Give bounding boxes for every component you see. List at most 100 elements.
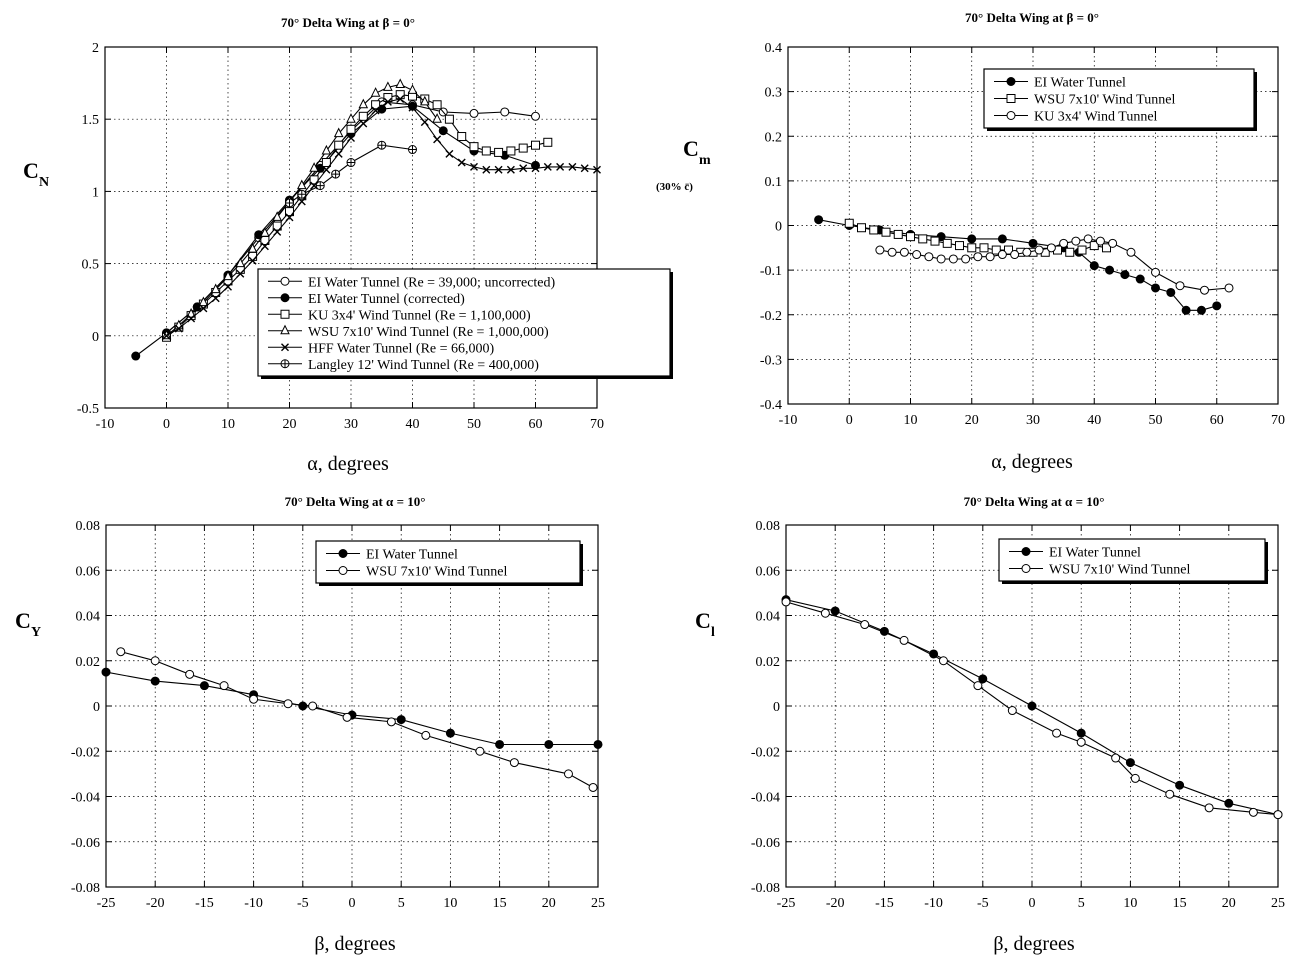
- data-point-ei-water-tunnel: [1151, 283, 1160, 293]
- data-point-hff-water-tunnel-re-66-000: [224, 282, 232, 291]
- y-tick-label: -0.4: [760, 398, 782, 413]
- series-line-wsu-7x10-wind-tunnel: [120, 651, 594, 788]
- panel-normal-force: 70° Delta Wing at β = 0° C N α, degrees …: [23, 15, 673, 475]
- data-point-ei-water-tunnel: [1135, 274, 1145, 284]
- plot-area: -10 0 10 20 30 40 50 60 70 -0.4 -0.3 -0.2 -0.1 0 0.1 0.…: [760, 41, 1285, 428]
- legend: EI Water Tunnel WSU 7x10' Wind Tunnel KU 3…: [983, 68, 1257, 131]
- y-axis-label: C: [683, 136, 699, 161]
- data-point-wsu-7x10-wind-tunnel-re-1-000-000: [346, 113, 356, 123]
- data-point-ei-water-tunnel: [830, 606, 840, 616]
- data-point-wsu-7x10-wind-tunnel-re-1-000-000: [383, 81, 393, 91]
- y-tick-label: 0.3: [765, 86, 783, 101]
- data-point-ei-water-tunnel-re-39-000-uncorrected: [469, 108, 479, 118]
- data-point-ku-3x4-wind-tunnel: [961, 254, 971, 264]
- y-tick-label: 1.5: [82, 113, 100, 128]
- data-point-wsu-7x10-wind-tunnel: [869, 225, 879, 235]
- legend: EI Water Tunnel WSU 7x10' Wind Tunnel: [998, 538, 1268, 584]
- x-tick-label: 0: [163, 417, 170, 432]
- y-tick-label: 0.4: [765, 41, 783, 56]
- y-tick-label: 0.08: [756, 519, 781, 534]
- data-point-hff-water-tunnel-re-66-000: [457, 158, 466, 167]
- data-point-ku-3x4-wind-tunnel-re-1-100-000: [321, 158, 331, 168]
- data-point-hff-water-tunnel-re-66-000: [568, 162, 577, 171]
- data-point-wsu-7x10-wind-tunnel: [893, 229, 903, 239]
- y-tick-label: 0: [775, 220, 782, 235]
- data-point-ei-water-tunnel: [298, 701, 308, 711]
- data-point-hff-water-tunnel-re-66-000: [482, 165, 491, 174]
- legend-marker-ei-water-tunnel: [1021, 547, 1031, 556]
- y-tick-label: -0.08: [751, 881, 780, 896]
- legend-marker-ei-water-tunnel-re-39-000-uncorrected: [280, 276, 290, 286]
- data-point-hff-water-tunnel-re-66-000: [445, 149, 454, 158]
- data-point-hff-water-tunnel-re-66-000: [199, 304, 208, 313]
- data-point-wsu-7x10-wind-tunnel-re-1-000-000: [210, 283, 221, 294]
- data-point-ei-water-tunnel: [1105, 265, 1115, 275]
- y-tick-label: 1: [92, 185, 99, 200]
- chart-title: 70° Delta Wing at β = 0°: [281, 15, 415, 30]
- chart-title: 70° Delta Wing at β = 0°: [965, 10, 1099, 25]
- y-tick-label: 0.2: [765, 130, 783, 145]
- x-tick-label: 20: [542, 896, 556, 911]
- data-point-ku-3x4-wind-tunnel-re-1-100-000: [272, 221, 282, 231]
- data-point-wsu-7x10-wind-tunnel-re-1-000-000: [321, 144, 332, 155]
- data-point-wsu-7x10-wind-tunnel-re-1-000-000: [419, 95, 430, 106]
- data-point-hff-water-tunnel-re-66-000: [359, 119, 368, 128]
- data-point-hff-water-tunnel-re-66-000: [174, 324, 183, 333]
- data-point-ei-water-tunnel-re-39-000-uncorrected: [500, 107, 510, 117]
- x-tick-label: -10: [924, 896, 943, 911]
- chart-title: 70° Delta Wing at α = 10°: [964, 494, 1105, 509]
- x-tick-label: -25: [777, 896, 796, 911]
- data-point-hff-water-tunnel-re-66-000: [531, 164, 540, 173]
- data-point-wsu-7x10-wind-tunnel: [588, 782, 598, 792]
- legend-label-ei-water-tunnel: EI Water Tunnel: [1049, 546, 1141, 561]
- y-axis-label-subscript: N: [39, 175, 49, 190]
- data-point-ku-3x4-wind-tunnel: [1151, 267, 1160, 277]
- x-tick-label: 10: [904, 413, 918, 428]
- data-point-ku-3x4-wind-tunnel-re-1-100-000: [334, 140, 344, 150]
- y-tick-label: -0.04: [751, 791, 780, 806]
- x-tick-label: -20: [826, 896, 845, 911]
- y-tick-label: -0.2: [760, 309, 782, 324]
- data-point-ku-3x4-wind-tunnel: [1108, 238, 1118, 248]
- data-point-wsu-7x10-wind-tunnel: [249, 694, 259, 704]
- data-point-ei-water-tunnel: [1027, 701, 1037, 711]
- x-tick-label: 25: [591, 896, 605, 911]
- x-tick-label: 70: [1271, 413, 1285, 428]
- data-point-hff-water-tunnel-re-66-000: [248, 256, 257, 265]
- data-point-ei-water-tunnel-re-39-000-uncorrected: [531, 111, 540, 121]
- data-point-ei-water-tunnel: [997, 234, 1007, 244]
- data-point-ku-3x4-wind-tunnel: [887, 247, 897, 257]
- x-tick-label: 40: [1087, 413, 1101, 428]
- data-point-ku-3x4-wind-tunnel: [1095, 236, 1105, 246]
- legend-marker-wsu-7x10-wind-tunnel: [1006, 94, 1016, 103]
- data-point-hff-water-tunnel-re-66-000: [187, 314, 196, 323]
- data-point-wsu-7x10-wind-tunnel-re-1-000-000: [223, 270, 233, 281]
- y-tick-label: 0.02: [76, 655, 101, 670]
- x-tick-label: 20: [283, 417, 297, 432]
- data-point-hff-water-tunnel-re-66-000: [383, 97, 392, 106]
- legend-label-wsu-7x10-wind-tunnel: WSU 7x10' Wind Tunnel: [366, 565, 507, 580]
- data-point-ei-water-tunnel: [1076, 728, 1086, 738]
- data-point-ku-3x4-wind-tunnel-re-1-100-000: [346, 124, 356, 134]
- data-point-ei-water-tunnel: [445, 728, 455, 738]
- data-point-ei-water-tunnel: [1175, 780, 1185, 790]
- data-point-wsu-7x10-wind-tunnel: [1065, 247, 1075, 257]
- plot-area: -25 -20 -15 -10 -5 0 5 10 15 20 25 -0.08 -0.06 -0.04 -…: [71, 519, 605, 911]
- legend-marker-hff-water-tunnel-re-66-000: [281, 343, 289, 352]
- data-point-hff-water-tunnel-re-66-000: [162, 331, 171, 340]
- y-tick-label: 0.04: [76, 610, 101, 625]
- y-tick-label: -0.5: [77, 402, 99, 417]
- data-point-wsu-7x10-wind-tunnel: [342, 712, 352, 722]
- data-point-wsu-7x10-wind-tunnel: [860, 620, 870, 630]
- x-tick-label: 5: [398, 896, 405, 911]
- data-point-ku-3x4-wind-tunnel: [1224, 283, 1234, 293]
- legend-box: [315, 540, 581, 584]
- data-point-ku-3x4-wind-tunnel-re-1-100-000: [543, 137, 553, 147]
- data-point-hff-water-tunnel-re-66-000: [297, 197, 306, 206]
- x-axis-label: β, degrees: [993, 933, 1074, 955]
- data-point-wsu-7x10-wind-tunnel: [1204, 803, 1214, 813]
- legend-label-langley-12-wind-tunnel-re-400-000: Langley 12' Wind Tunnel (Re = 400,000): [308, 358, 539, 373]
- data-point-hff-water-tunnel-re-66-000: [494, 165, 503, 174]
- data-point-hff-water-tunnel-re-66-000: [556, 162, 565, 171]
- y-axis-label-subscript: Y: [31, 625, 41, 640]
